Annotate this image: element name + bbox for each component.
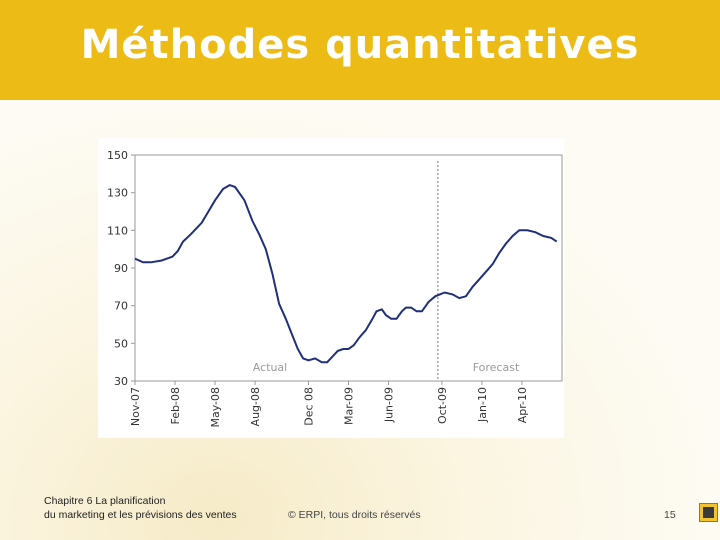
y-tick-label: 130 xyxy=(107,187,128,200)
page-number: 15 xyxy=(664,509,676,521)
y-tick-label: 50 xyxy=(114,337,128,350)
x-tick-label: Dec 08 xyxy=(302,387,315,426)
x-tick-label: Mar-09 xyxy=(343,387,356,425)
x-tick-label: Jan-10 xyxy=(476,387,489,423)
annotation-actual: Actual xyxy=(253,361,287,374)
footer-chapter-line1: Chapitre 6 La planification xyxy=(44,495,166,507)
footer-chapter: Chapitre 6 La planification du marketing… xyxy=(44,494,237,522)
title-bar: Méthodes quantitatives xyxy=(0,0,720,100)
series-line-sales xyxy=(134,184,558,364)
footer-copyright: © ERPI, tous droits réservés xyxy=(288,509,421,521)
y-tick-label: 70 xyxy=(114,300,128,313)
y-tick-label: 30 xyxy=(114,375,128,388)
line-chart: 30 50 70 90 110 130 150 Nov-07 Feb-08 May-08 Aug-… xyxy=(107,149,563,428)
plot-area-border xyxy=(134,154,563,382)
x-tick-label: Feb-08 xyxy=(169,387,182,424)
slide-title: Méthodes quantitatives xyxy=(80,22,640,68)
x-tick-label: Jun-09 xyxy=(383,387,396,423)
y-tick-label: 150 xyxy=(107,149,128,162)
x-tick-label: Aug-08 xyxy=(249,387,262,426)
annotation-forecast: Forecast xyxy=(473,361,520,374)
x-tick-label: Nov-07 xyxy=(129,387,142,426)
footer-chapter-line2: du marketing et les prévisions des vente… xyxy=(44,509,237,521)
erpi-logo-icon xyxy=(699,503,718,522)
x-tick-label: Apr-10 xyxy=(516,387,529,423)
x-tick-label: May-08 xyxy=(209,387,222,428)
y-tick-label: 110 xyxy=(107,224,128,237)
chart-panel: 30 50 70 90 110 130 150 Nov-07 Feb-08 May-08 Aug-… xyxy=(98,138,564,438)
x-tick-label: Oct-09 xyxy=(436,387,449,424)
y-tick-label: 90 xyxy=(114,262,128,275)
